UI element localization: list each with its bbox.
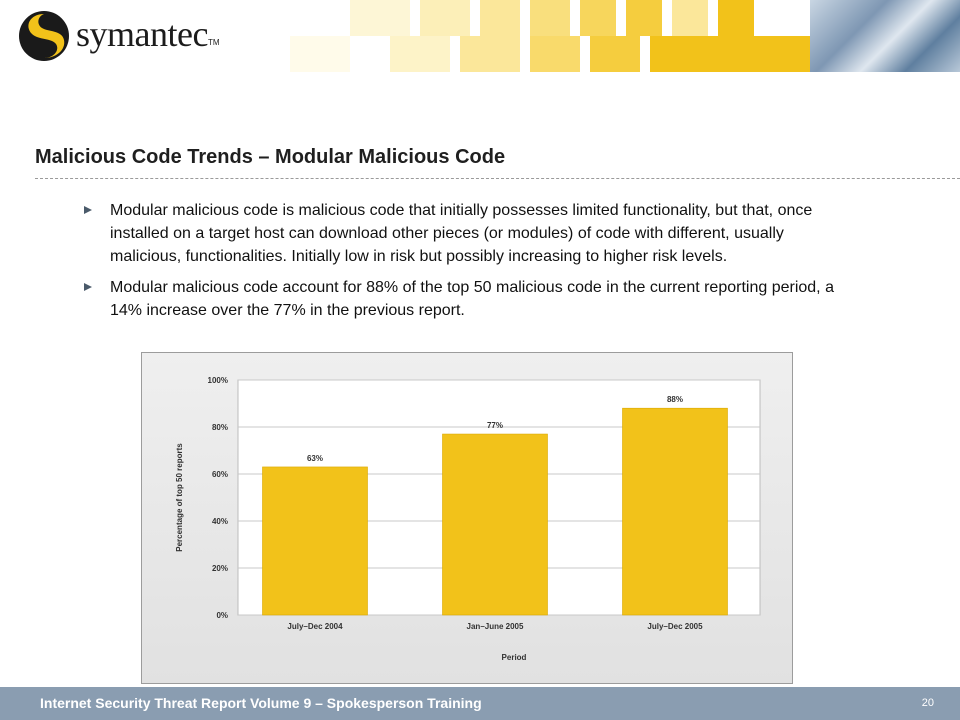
bullet-arrow-icon <box>84 206 92 214</box>
header-banner <box>290 0 960 72</box>
bullet-text: Modular malicious code account for 88% o… <box>110 279 834 319</box>
bullet-item: Modular malicious code account for 88% o… <box>84 276 844 322</box>
bar <box>442 433 548 616</box>
y-tick-label: 0% <box>216 611 228 620</box>
bar-data-label: 88% <box>667 395 683 404</box>
x-tick-label: July–Dec 2004 <box>287 622 343 631</box>
y-tick-label: 20% <box>212 564 228 573</box>
footer-bar: Internet Security Threat Report Volume 9… <box>0 687 960 720</box>
swirl-logo-icon <box>19 11 69 61</box>
bullet-list: Modular malicious code is malicious code… <box>84 199 844 330</box>
y-tick-label: 40% <box>212 517 228 526</box>
y-axis-title: Percentage of top 50 reports <box>175 443 184 552</box>
y-tick-label: 100% <box>208 376 228 385</box>
x-tick-label: Jan–June 2005 <box>467 622 524 631</box>
logo-wordmark: symantec <box>76 14 208 54</box>
bar-data-label: 63% <box>307 454 323 463</box>
y-tick-label: 80% <box>212 423 228 432</box>
bullet-item: Modular malicious code is malicious code… <box>84 199 844 268</box>
bullet-text: Modular malicious code is malicious code… <box>110 202 813 265</box>
bar <box>262 466 368 616</box>
y-tick-label: 60% <box>212 470 228 479</box>
page-number: 20 <box>921 697 934 709</box>
bar-data-label: 77% <box>487 421 503 430</box>
bar-chart: 0% 20% 40% 60% 80% 100% 63% July–Dec 2004 77% Jan… <box>141 352 793 684</box>
globe-image <box>810 0 960 72</box>
x-axis-title: Period <box>502 653 527 662</box>
chart-canvas: 0% 20% 40% 60% 80% 100% 63% July–Dec 2004 77% Jan… <box>175 376 761 662</box>
bullet-arrow-icon <box>84 283 92 291</box>
x-tick-label: July–Dec 2005 <box>647 622 703 631</box>
slide-title: Malicious Code Trends – Modular Maliciou… <box>35 146 506 168</box>
bar <box>622 407 728 616</box>
title-divider <box>35 178 960 179</box>
logo-trademark: TM <box>208 38 220 47</box>
symantec-logo: symantec TM <box>18 10 220 66</box>
footer-text: Internet Security Threat Report Volume 9… <box>40 695 482 711</box>
